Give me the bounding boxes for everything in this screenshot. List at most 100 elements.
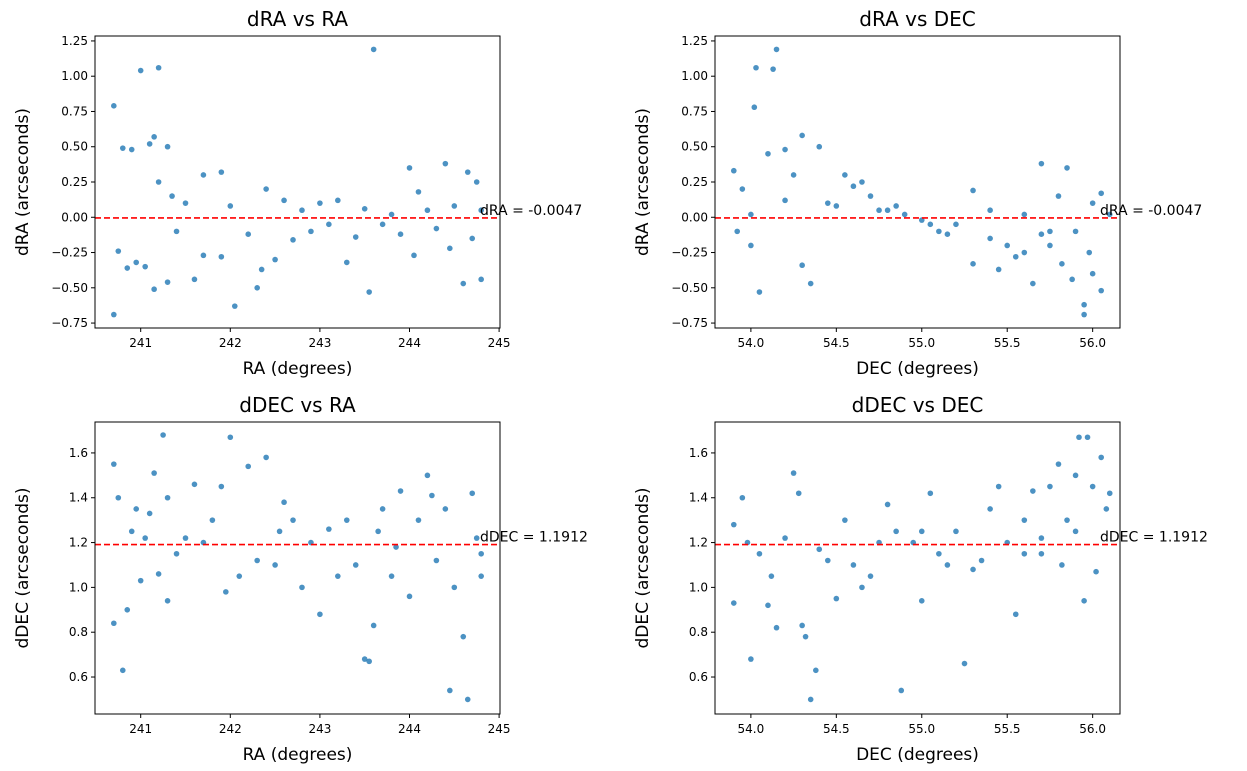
point [223,589,229,595]
point [173,228,180,235]
point [119,145,126,151]
chart-title: dRA vs RA [247,7,349,31]
point [182,200,189,206]
point [893,203,899,209]
point [151,470,157,476]
point [124,606,131,613]
point [1064,165,1070,171]
y-tick-label: 0.8 [689,625,708,639]
point [433,225,440,232]
point [151,286,157,293]
point [299,207,305,214]
point [111,620,117,627]
y-axis-label: dDEC (arcseconds) [13,487,33,648]
point [209,517,216,523]
point [884,501,891,508]
point [850,562,857,568]
point [245,231,252,237]
point [124,265,131,271]
point [833,203,840,209]
point [1098,287,1105,294]
point [918,528,925,535]
y-tick-label: 0.75 [61,104,88,118]
point [936,550,942,557]
point [1047,242,1053,249]
point [1038,535,1045,541]
y-tick-label: 0.6 [69,670,88,684]
point [169,193,175,199]
x-tick-label: 54.5 [823,722,850,736]
x-tick-label: 245 [488,336,511,350]
point [773,624,780,631]
reference-label: dDEC = 1.1912 [1100,530,1208,546]
point [379,506,386,512]
reference-label: dRA = -0.0047 [1100,203,1202,219]
point [816,143,823,150]
point [756,550,763,557]
point [460,633,467,640]
point [987,235,993,242]
point [987,207,993,214]
point [411,252,417,259]
point [245,463,252,470]
point [1086,249,1093,256]
chart-title: dDEC vs RA [239,393,356,417]
y-tick-label: 0.25 [681,175,708,189]
point [1106,211,1113,218]
point [366,289,372,295]
point [1072,472,1079,479]
point [415,517,422,523]
point [765,602,771,609]
point [460,280,467,287]
x-tick-label: 55.5 [994,722,1021,736]
point [739,494,746,501]
point [272,562,278,568]
point [1106,490,1113,497]
point [765,150,771,157]
point [751,104,758,111]
point [361,656,368,662]
point [1103,506,1110,512]
point [115,248,122,254]
point [970,187,976,194]
y-tick-label: −0.50 [671,281,708,295]
point [191,481,198,488]
point [317,611,323,618]
point [200,172,207,178]
point [1076,434,1082,441]
point [155,64,162,71]
x-tick-label: 241 [129,722,152,736]
x-tick-label: 54.5 [823,336,850,350]
x-tick-label: 56.0 [1079,336,1106,350]
point [867,573,874,579]
point [276,528,283,535]
y-tick-label: 1.25 [681,34,708,48]
x-tick-label: 242 [219,722,242,736]
point [469,235,476,242]
point [370,46,377,53]
point [111,311,117,318]
point [970,566,976,573]
point [473,535,480,541]
point [936,228,942,235]
point [799,622,805,629]
point [748,656,754,662]
point [231,303,238,309]
y-tick-label: 1.6 [689,446,708,460]
point [1021,211,1028,218]
point [799,132,805,139]
point [200,252,207,259]
y-tick-label: 0.00 [61,210,88,224]
point [770,66,776,72]
point [424,472,431,479]
y-axis-label: dRA (arcseconds) [13,108,33,256]
y-tick-label: 0.50 [61,140,88,154]
point [1072,228,1079,235]
point [375,528,381,535]
point [1038,550,1045,557]
x-tick-label: 244 [398,722,421,736]
point [263,454,269,461]
point [352,562,359,568]
point [133,259,140,266]
point [227,203,234,209]
